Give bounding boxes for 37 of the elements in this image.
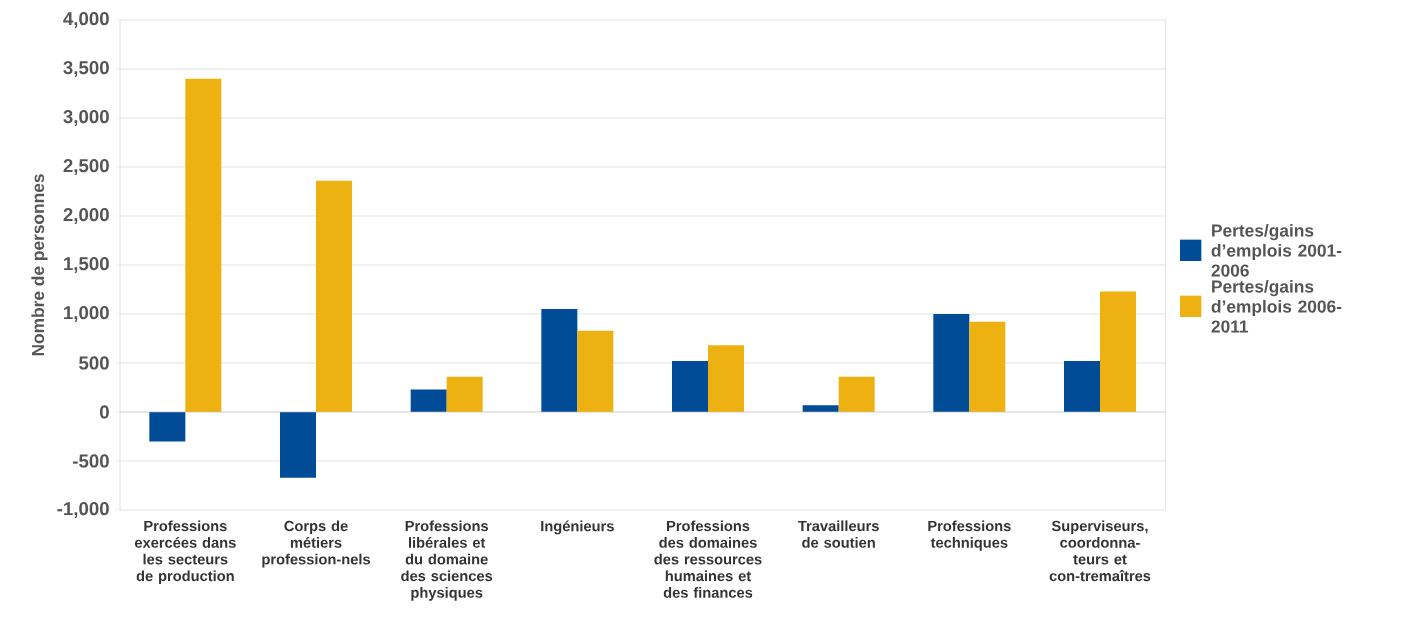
x-tick-label: Professions techniques bbox=[928, 520, 1011, 551]
bar bbox=[541, 309, 578, 412]
y-axis-title: Nombre de personnes bbox=[31, 174, 48, 356]
bar bbox=[933, 313, 970, 412]
x-tick-label: Travailleurs de soutien bbox=[798, 520, 879, 548]
y-tick-label: -1,000 bbox=[57, 502, 109, 518]
legend-label: Pertes/gains d’emplois 2006-2011 bbox=[1211, 279, 1342, 333]
x-tick-label: Corps de métiers profession-nels bbox=[262, 520, 371, 568]
legend-label: Pertes/gains d’emplois 2001-2006 bbox=[1211, 223, 1342, 277]
bar bbox=[280, 411, 317, 478]
bar bbox=[149, 411, 186, 442]
bar bbox=[1064, 361, 1100, 412]
y-tick-label: 4,000 bbox=[63, 12, 109, 28]
x-tick-label: Professions libérales et du domaine des sciences physiques bbox=[401, 520, 493, 601]
bar bbox=[185, 78, 222, 412]
bar bbox=[410, 389, 447, 412]
bar bbox=[577, 330, 614, 412]
bar bbox=[316, 180, 353, 412]
y-tick-label: 500 bbox=[79, 356, 109, 370]
y-tick-label: 2,000 bbox=[63, 208, 109, 224]
y-tick-label: -500 bbox=[72, 454, 109, 468]
x-tick-label: Superviseurs, coordonna-teurs et con-tremaîtres bbox=[1049, 520, 1151, 582]
y-tick-label: 3,500 bbox=[63, 61, 109, 77]
y-tick-label: 2,500 bbox=[63, 159, 109, 175]
bar bbox=[672, 361, 708, 412]
x-tick-label: Professions exercées dans les secteurs de production bbox=[134, 520, 236, 585]
bar bbox=[1100, 291, 1136, 412]
bar bbox=[838, 376, 875, 412]
bar bbox=[446, 376, 483, 412]
y-tick-label: 1,000 bbox=[64, 306, 109, 322]
y-tick-label: 0 bbox=[99, 405, 109, 419]
bar bbox=[708, 345, 744, 412]
y-tick-label: 1,500 bbox=[64, 257, 109, 273]
x-tick-label: Ingénieurs bbox=[541, 520, 614, 535]
x-tick-label: Professions des domaines des ressources humaines et des finances bbox=[654, 520, 762, 598]
bar bbox=[969, 321, 1006, 412]
y-tick-label: 3,000 bbox=[63, 110, 109, 126]
